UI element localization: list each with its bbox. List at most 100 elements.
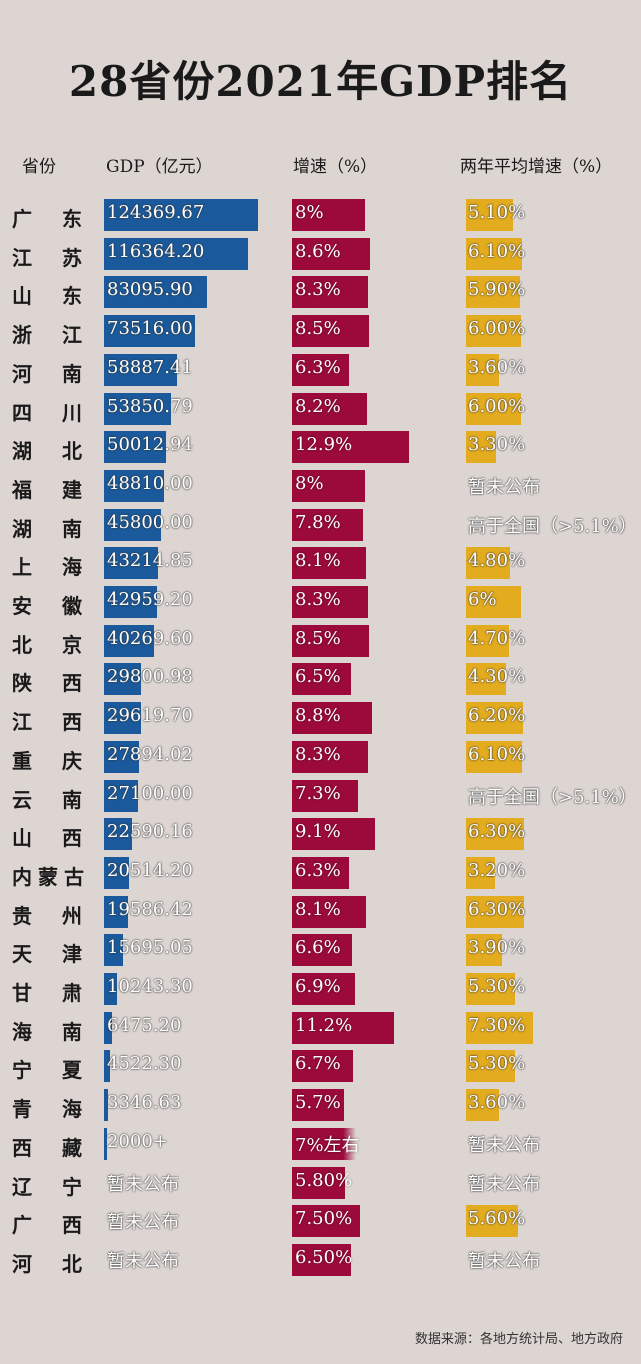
gdp-bar bbox=[104, 702, 141, 735]
province-label: 内蒙古 bbox=[12, 864, 84, 889]
gdp-bar bbox=[104, 779, 138, 812]
gdp-value: 40269.60 bbox=[107, 627, 193, 649]
growth-bar bbox=[292, 276, 368, 309]
avg-growth-value: 暂未公布 bbox=[468, 1173, 540, 1195]
avg-growth-bar bbox=[466, 1011, 534, 1044]
avg-growth-bar bbox=[466, 586, 522, 618]
growth-value: 5.80% bbox=[295, 1169, 353, 1191]
gdp-bar bbox=[104, 508, 161, 541]
avg-growth-value: 6.30% bbox=[468, 898, 526, 920]
avg-growth-value: 3.60% bbox=[468, 1092, 526, 1114]
table-row: 江苏 116364.20 8.6% 6.10% bbox=[0, 237, 641, 272]
province-label: 广西 bbox=[12, 1213, 82, 1238]
growth-bar bbox=[292, 469, 365, 502]
avg-growth-bar bbox=[466, 237, 523, 270]
growth-value: 8% bbox=[295, 202, 324, 223]
avg-growth-bar bbox=[466, 663, 506, 696]
province-label: 河北 bbox=[12, 1251, 82, 1276]
table-row: 福建 48810.00 8% 暂未公布 bbox=[0, 469, 641, 504]
growth-bar bbox=[292, 779, 359, 812]
avg-growth-value: 4.70% bbox=[468, 627, 526, 649]
gdp-bar bbox=[104, 276, 207, 309]
growth-value: 6.5% bbox=[295, 666, 341, 688]
table-row: 上海 43214.85 8.1% 4.80% bbox=[0, 547, 641, 581]
avg-growth-value: 5.60% bbox=[468, 1208, 526, 1230]
data-source: 数据来源：各地方统计局、地方政府 bbox=[414, 1332, 623, 1347]
table-row: 重庆 27894.02 8.3% 6.10% bbox=[0, 740, 641, 775]
header-province: 省份 bbox=[22, 157, 56, 177]
province-label: 安徽 bbox=[12, 594, 82, 618]
gdp-bar bbox=[104, 353, 177, 386]
growth-bar bbox=[292, 431, 410, 464]
growth-value: 8.3% bbox=[295, 743, 341, 765]
gdp-bar bbox=[104, 1050, 110, 1083]
growth-value: 7.50% bbox=[295, 1208, 353, 1230]
gdp-bar bbox=[104, 1127, 107, 1160]
growth-bar bbox=[292, 702, 373, 735]
table-row: 安徽 42959.20 8.3% 6% bbox=[0, 586, 641, 620]
avg-growth-bar bbox=[466, 740, 523, 773]
gdp-value: 20514.20 bbox=[107, 859, 193, 881]
province-label: 陕西 bbox=[12, 671, 82, 696]
growth-bar bbox=[292, 818, 375, 851]
growth-value: 8.2% bbox=[295, 395, 341, 417]
avg-growth-value: 暂未公布 bbox=[468, 1134, 540, 1156]
gdp-value: 19586.42 bbox=[107, 898, 193, 920]
table-row: 天津 15695.05 6.6% 3.90% bbox=[0, 934, 641, 968]
growth-bar bbox=[292, 1011, 394, 1044]
gdp-bar bbox=[104, 856, 130, 889]
gdp-value: 29619.70 bbox=[107, 705, 193, 727]
province-label: 宁夏 bbox=[12, 1058, 82, 1083]
avg-growth-bar bbox=[466, 934, 502, 967]
growth-value: 8% bbox=[295, 472, 324, 494]
gdp-value: 15695.05 bbox=[107, 937, 193, 959]
table-row: 陕西 29800.98 6.5% 4.30% bbox=[0, 663, 641, 697]
growth-bar bbox=[292, 237, 371, 270]
growth-value: 8.1% bbox=[295, 550, 341, 572]
gdp-bar bbox=[104, 1011, 113, 1044]
growth-bar bbox=[292, 1205, 361, 1238]
avg-growth-value: 6.00% bbox=[468, 318, 526, 340]
gdp-value: 43214.85 bbox=[107, 550, 193, 572]
avg-growth-value: 3.20% bbox=[468, 859, 526, 881]
gdp-bar bbox=[104, 934, 124, 967]
avg-growth-bar bbox=[466, 856, 496, 889]
gdp-value: 4522.30 bbox=[107, 1053, 182, 1075]
table-row: 青海 3346.63 5.7% 3.60% bbox=[0, 1089, 641, 1123]
province-label: 江西 bbox=[12, 710, 82, 735]
chart-title: 28省份2021年GDP排名 bbox=[68, 57, 573, 106]
avg-growth-value: 5.30% bbox=[468, 976, 526, 997]
gdp-bar bbox=[104, 547, 158, 580]
province-label: 江苏 bbox=[12, 245, 82, 270]
gdp-value: 3346.63 bbox=[107, 1092, 182, 1114]
avg-growth-bar bbox=[466, 315, 522, 348]
header-growth: 增速（%） bbox=[293, 157, 378, 177]
growth-value: 6.3% bbox=[295, 859, 341, 881]
avg-growth-value: 3.60% bbox=[468, 356, 526, 378]
growth-value: 9.1% bbox=[295, 821, 341, 843]
gdp-value: 暂未公布 bbox=[107, 1212, 179, 1234]
avg-growth-value: 暂未公布 bbox=[468, 476, 540, 498]
avg-growth-value: 高于全国（>5.1%） bbox=[468, 786, 637, 808]
avg-growth-bar bbox=[466, 353, 500, 386]
growth-bar bbox=[292, 1089, 344, 1122]
gdp-value: 27100.00 bbox=[107, 782, 193, 804]
growth-bar bbox=[292, 934, 353, 967]
avg-growth-bar bbox=[466, 624, 510, 657]
table-row: 云南 27100.00 7.3% 高于全国（>5.1%） bbox=[0, 779, 641, 814]
gdp-bar bbox=[104, 895, 129, 928]
province-label: 四川 bbox=[12, 400, 82, 425]
table-row: 山东 83095.90 8.3% 5.90% bbox=[0, 276, 641, 310]
growth-value: 6.3% bbox=[295, 356, 341, 378]
gdp-value: 22590.16 bbox=[107, 821, 193, 843]
gdp-bar bbox=[104, 663, 141, 696]
growth-bar bbox=[292, 547, 366, 580]
growth-bar bbox=[292, 895, 366, 928]
avg-growth-value: 6.00% bbox=[468, 395, 526, 417]
growth-value: 8.8% bbox=[295, 705, 341, 727]
avg-growth-bar bbox=[466, 1205, 518, 1238]
gdp-bar bbox=[104, 392, 171, 425]
table-row: 广东 124369.67 8% 5.10% bbox=[0, 199, 641, 233]
table-row: 辽宁 暂未公布 5.80% 暂未公布 bbox=[0, 1166, 641, 1201]
province-label: 山西 bbox=[12, 826, 82, 851]
